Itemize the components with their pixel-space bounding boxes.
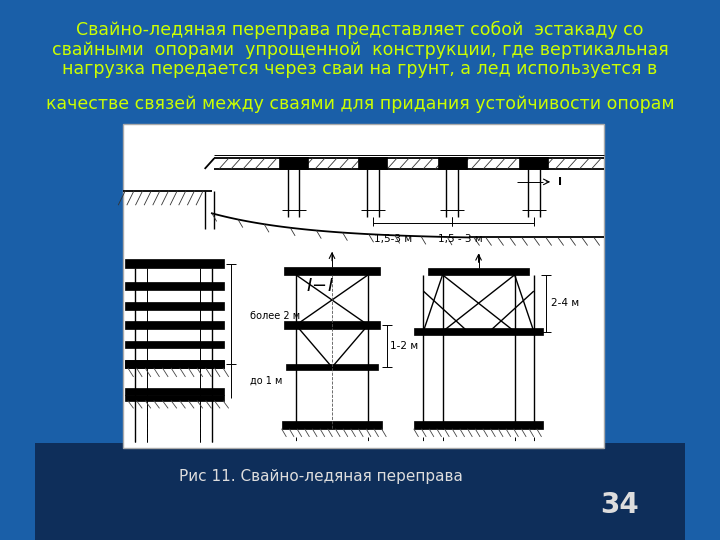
Text: до 1 м: до 1 м: [251, 376, 283, 386]
Bar: [279, 157, 308, 169]
Text: 34: 34: [600, 491, 639, 519]
Text: 1,5-3 м: 1,5-3 м: [374, 234, 413, 244]
Bar: [284, 267, 380, 275]
Bar: [414, 328, 544, 335]
Bar: [125, 341, 224, 348]
Bar: [125, 360, 224, 368]
Bar: [287, 364, 378, 370]
Bar: [359, 157, 387, 169]
Bar: [125, 395, 224, 401]
Bar: [125, 321, 224, 329]
FancyBboxPatch shape: [123, 124, 603, 448]
Bar: [438, 157, 467, 169]
Text: I: I: [558, 177, 562, 187]
Text: 2-4 м: 2-4 м: [551, 298, 579, 308]
Bar: [35, 443, 685, 540]
Bar: [282, 421, 382, 429]
Bar: [284, 321, 380, 329]
Text: Свайно-ледяная переправа представляет собой  эстакаду со: Свайно-ледяная переправа представляет со…: [76, 21, 644, 39]
Text: нагрузка передается через сваи на грунт, а лед используется в: нагрузка передается через сваи на грунт,…: [63, 60, 657, 78]
Text: свайными  опорами  упрощенной  конструкции, где вертикальная: свайными опорами упрощенной конструкции,…: [52, 40, 668, 59]
Text: 1,5 - 3 м: 1,5 - 3 м: [438, 234, 483, 244]
Bar: [519, 157, 548, 169]
Bar: [428, 268, 529, 275]
Bar: [125, 302, 224, 309]
Bar: [125, 282, 224, 290]
Text: Рис 11. Свайно-ледяная переправа: Рис 11. Свайно-ледяная переправа: [179, 469, 463, 484]
Text: $I\!-\!I$: $I\!-\!I$: [306, 277, 334, 295]
Bar: [125, 388, 224, 395]
Bar: [414, 421, 544, 429]
Text: качестве связей между сваями для придания устойчивости опорам: качестве связей между сваями для придани…: [45, 94, 675, 113]
Bar: [125, 360, 224, 368]
Text: 1-2 м: 1-2 м: [390, 341, 418, 351]
Text: более 2 м: более 2 м: [251, 311, 300, 321]
Bar: [125, 259, 224, 268]
